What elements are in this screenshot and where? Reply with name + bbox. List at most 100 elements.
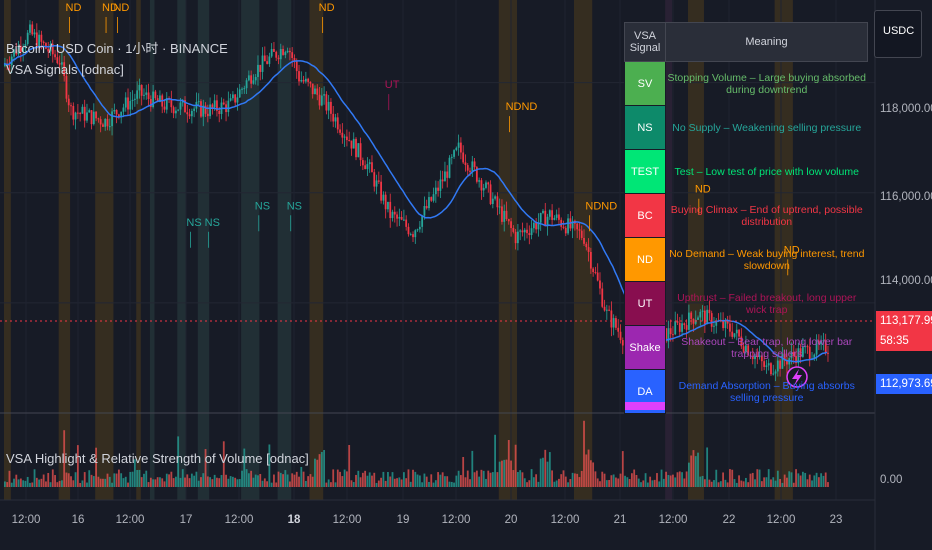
highlight-band	[665, 0, 673, 500]
volume-bar	[15, 474, 18, 487]
volume-bar	[567, 482, 569, 487]
candle-body	[332, 113, 335, 122]
candle-body	[532, 222, 535, 229]
candle-body	[756, 355, 759, 358]
volume-bar	[820, 473, 823, 487]
candle-body	[120, 111, 123, 118]
candle-body	[475, 167, 478, 182]
volume-bar	[118, 469, 120, 487]
candle-body	[266, 61, 268, 64]
candle-body	[243, 88, 246, 90]
volume-bar	[578, 477, 581, 487]
volume-bar	[574, 473, 576, 487]
volume-bar	[159, 477, 161, 487]
volume-bar	[316, 459, 319, 487]
signal-label: ND	[784, 244, 800, 256]
candle-body	[74, 112, 77, 120]
volume-bar	[247, 473, 250, 487]
candle-body	[619, 331, 622, 341]
candle-body	[453, 150, 455, 157]
candle-body	[535, 222, 538, 230]
candle-body	[350, 140, 353, 149]
candle-body	[512, 228, 515, 232]
candle-body	[783, 353, 786, 361]
candle-body	[122, 107, 125, 112]
candle-body	[708, 309, 711, 314]
candle-body	[234, 94, 237, 103]
volume-bar	[373, 472, 376, 487]
quote-currency-badge[interactable]: USDC	[874, 10, 922, 58]
volume-bar	[617, 478, 620, 487]
signal-label: ND	[319, 2, 335, 14]
candle-body	[232, 94, 234, 99]
candle-body	[393, 211, 396, 215]
volume-bar	[19, 478, 22, 487]
volume-bar	[154, 479, 157, 487]
volume-bar	[437, 472, 439, 487]
candle-body	[254, 77, 257, 81]
volume-bar	[289, 481, 291, 487]
volume-bar	[225, 474, 227, 487]
volume-bar	[238, 479, 241, 487]
candle-body	[765, 365, 768, 367]
volume-bar	[642, 480, 645, 487]
candle-body	[685, 325, 688, 330]
candle-body	[722, 320, 724, 329]
volume-bar	[311, 476, 314, 487]
indicator-title-volume[interactable]: VSA Highlight & Relative Strength of Vol…	[6, 451, 309, 466]
volume-bar	[694, 456, 697, 487]
candle-body	[179, 102, 182, 110]
price-tick: 114,000.00	[880, 275, 932, 287]
volume-bar	[113, 473, 116, 487]
candle-body	[115, 109, 118, 115]
signal-meaning-cell: Upthrust – Failed breakout, long upper w…	[677, 291, 857, 316]
volume-bar	[175, 476, 177, 487]
volume-bar	[797, 473, 800, 487]
candle-body	[229, 98, 232, 101]
candle-body	[701, 310, 704, 312]
volume-bar	[138, 469, 141, 487]
volume-bar	[683, 478, 686, 487]
volume-bar	[259, 473, 262, 487]
time-tick: 19	[396, 514, 410, 526]
candle-body	[562, 226, 565, 228]
volume-bar	[111, 482, 113, 487]
volume-bar	[304, 480, 307, 487]
table-header-signal: VSA Signal	[624, 22, 666, 62]
volume-bar	[665, 471, 667, 487]
candle-body	[806, 346, 809, 348]
volume-bar	[781, 482, 784, 487]
volume-bar	[583, 420, 585, 487]
candle-body	[528, 233, 531, 236]
candle-body	[457, 142, 460, 148]
table-row: SV Stopping Volume – Large buying absorbe…	[624, 61, 868, 106]
volume-bar	[266, 481, 268, 487]
time-tick: 18	[287, 514, 301, 526]
table-overflow-strip	[625, 402, 665, 410]
volume-bar	[553, 481, 556, 487]
volume-bar	[434, 480, 437, 487]
volume-bar	[494, 434, 496, 487]
volume-bar	[605, 480, 608, 487]
indicator-title-vsa-signals[interactable]: VSA Signals [odnac]	[6, 62, 124, 77]
candle-body	[455, 147, 458, 151]
lightning-icon[interactable]	[786, 366, 808, 388]
candle-body	[526, 229, 528, 234]
candle-body	[325, 94, 328, 111]
candle-body	[156, 98, 159, 102]
volume-bar	[216, 477, 218, 487]
volume-bar	[491, 472, 494, 487]
volume-bar	[188, 478, 191, 487]
volume-bar	[653, 479, 656, 487]
volume-bar	[332, 469, 335, 487]
candle-body	[464, 162, 467, 166]
candle-body	[503, 210, 506, 222]
volume-bar	[658, 481, 661, 487]
symbol-title[interactable]: Bitcoin / USD Coin · 1小时 · BINANCE	[6, 41, 228, 56]
volume-bar	[824, 472, 827, 487]
candle-body	[553, 217, 556, 220]
volume-bar	[532, 477, 535, 487]
candle-body	[439, 179, 442, 191]
volume-bar	[662, 478, 665, 487]
